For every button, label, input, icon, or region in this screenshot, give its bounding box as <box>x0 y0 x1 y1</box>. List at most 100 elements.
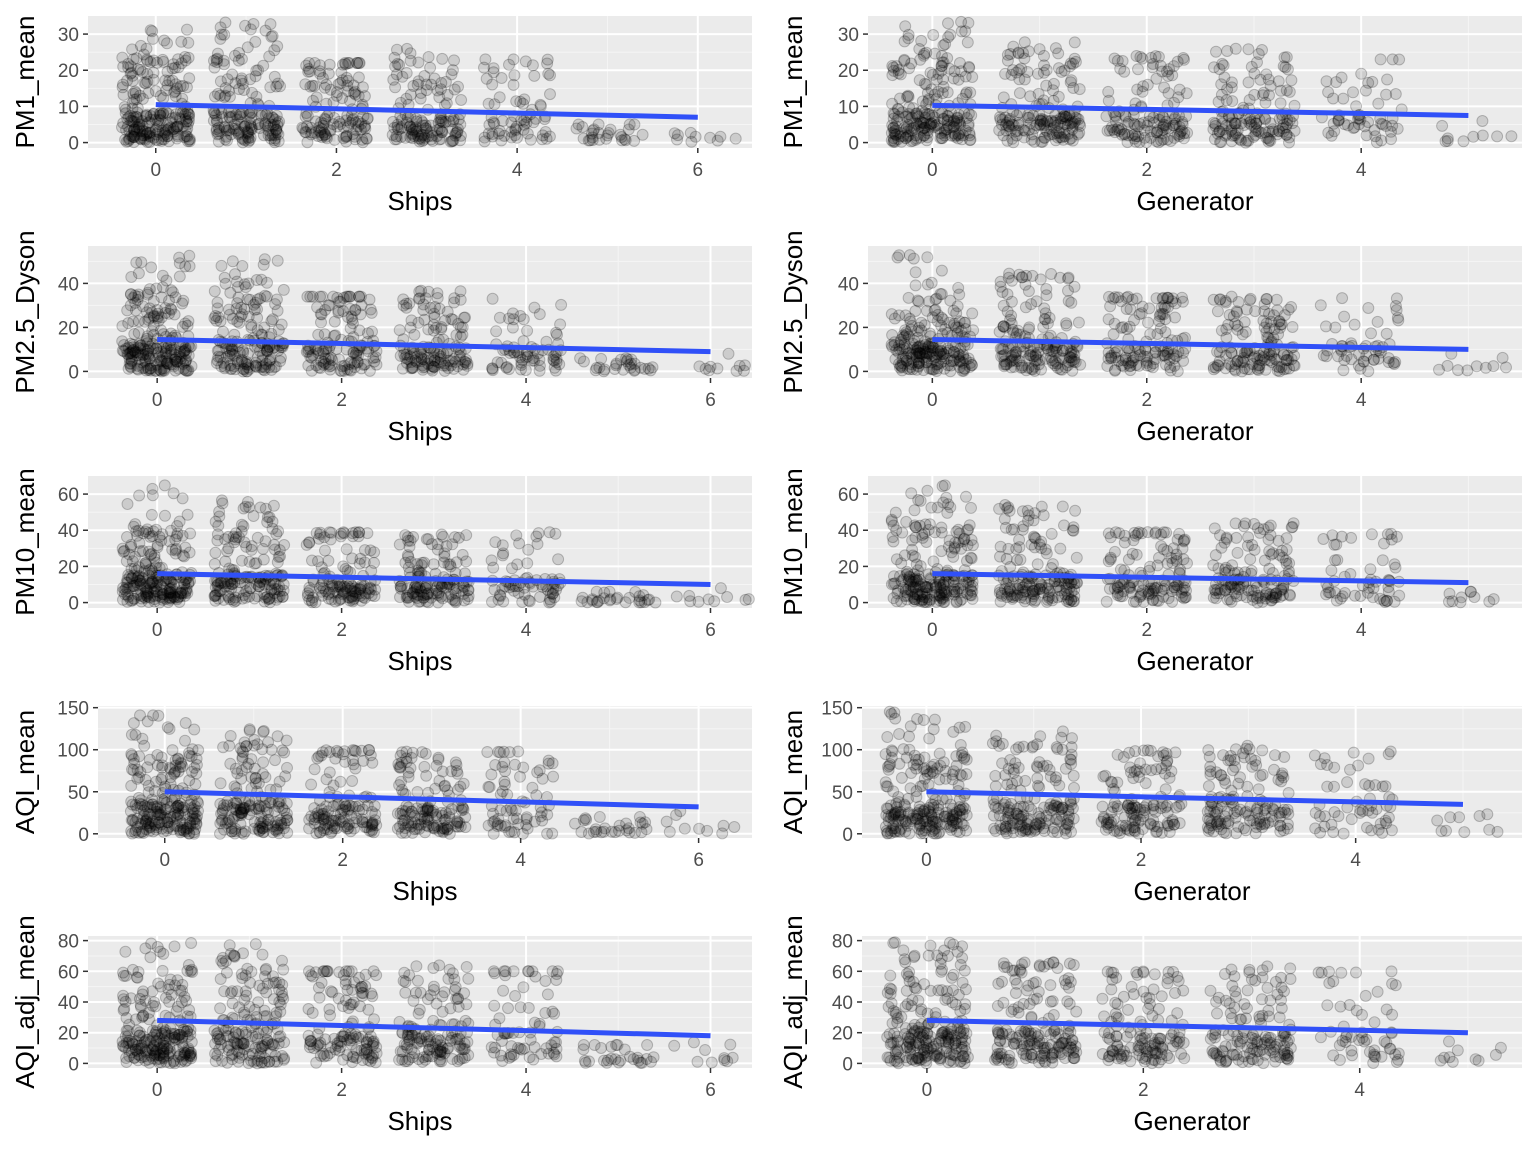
data-point <box>942 110 955 123</box>
data-point <box>593 361 606 374</box>
data-point <box>947 304 960 317</box>
data-point <box>1117 360 1130 373</box>
y-tick-label: 30 <box>838 25 859 46</box>
data-point <box>332 304 345 317</box>
data-point <box>527 352 540 365</box>
data-point <box>1208 61 1220 74</box>
data-point <box>1381 73 1394 86</box>
data-point <box>953 315 966 328</box>
data-point <box>644 364 657 377</box>
data-point <box>1366 75 1379 88</box>
data-point <box>369 583 382 596</box>
data-point <box>337 526 350 539</box>
data-point <box>894 359 907 372</box>
data-point <box>1045 122 1058 135</box>
data-point <box>1129 351 1142 364</box>
data-point <box>492 127 505 140</box>
data-point <box>149 125 162 137</box>
data-point <box>903 574 916 587</box>
data-point <box>132 122 145 135</box>
data-point <box>536 129 549 142</box>
data-point <box>620 352 633 365</box>
data-point <box>1332 350 1344 363</box>
data-point <box>127 753 140 766</box>
data-point <box>1210 587 1222 600</box>
data-point <box>222 303 235 316</box>
data-point <box>1166 295 1179 308</box>
data-point <box>129 87 142 99</box>
data-point <box>153 596 166 609</box>
data-point <box>714 582 727 595</box>
data-point <box>336 74 349 87</box>
data-point <box>217 593 230 606</box>
data-point <box>693 360 706 373</box>
data-point <box>952 281 965 294</box>
data-point <box>1342 119 1354 132</box>
data-point <box>528 69 541 82</box>
data-point <box>147 577 160 590</box>
data-point <box>501 361 513 373</box>
data-point <box>130 256 143 269</box>
data-point <box>1028 507 1041 520</box>
data-point <box>171 82 184 95</box>
data-point <box>1101 360 1114 372</box>
panel-pm25-vs-ships: 0 2 4 6 0 20 40 Ships PM2.5_Dyson <box>0 230 768 460</box>
data-point <box>963 519 976 532</box>
data-point <box>905 487 918 500</box>
data-point <box>925 501 938 514</box>
data-point <box>140 348 153 361</box>
data-point <box>999 321 1012 334</box>
data-point <box>1143 109 1156 122</box>
data-point <box>960 86 973 99</box>
data-point <box>459 311 471 324</box>
data-point <box>178 550 191 563</box>
data-point <box>126 96 139 109</box>
data-point <box>965 359 978 372</box>
data-point <box>522 594 535 607</box>
data-point <box>250 361 263 374</box>
data-point <box>168 591 181 604</box>
data-point <box>1016 359 1029 372</box>
data-point <box>885 338 898 351</box>
data-point <box>209 588 222 601</box>
data-point <box>942 498 955 511</box>
data-point <box>420 122 433 135</box>
data-point <box>910 107 922 120</box>
data-point <box>1212 562 1225 575</box>
data-point <box>524 133 537 146</box>
data-point <box>310 91 323 104</box>
data-point <box>997 299 1010 312</box>
data-point <box>1208 133 1221 146</box>
data-point <box>159 302 172 315</box>
data-point <box>266 128 279 141</box>
data-point <box>1225 117 1238 130</box>
data-point <box>1327 92 1340 105</box>
data-point <box>586 593 599 606</box>
data-point <box>911 588 924 600</box>
data-point <box>1039 543 1052 556</box>
data-point <box>187 813 200 826</box>
data-point <box>312 555 324 568</box>
data-point <box>415 114 428 127</box>
data-point <box>509 123 522 135</box>
data-point <box>921 87 934 99</box>
data-point <box>435 115 448 128</box>
data-point <box>315 354 328 367</box>
data-point <box>346 590 359 602</box>
data-point <box>924 120 937 133</box>
data-point <box>364 581 376 594</box>
data-point <box>158 803 171 816</box>
data-point <box>301 120 313 133</box>
data-point <box>1288 99 1301 112</box>
data-point <box>426 587 439 600</box>
data-point <box>124 357 137 370</box>
data-point <box>211 579 224 592</box>
data-point <box>1362 116 1375 129</box>
data-point <box>322 588 335 601</box>
data-point <box>999 499 1012 511</box>
x-tick-label: 0 <box>927 390 938 411</box>
data-point <box>264 118 277 131</box>
data-point <box>354 308 367 321</box>
data-point <box>1053 351 1066 364</box>
